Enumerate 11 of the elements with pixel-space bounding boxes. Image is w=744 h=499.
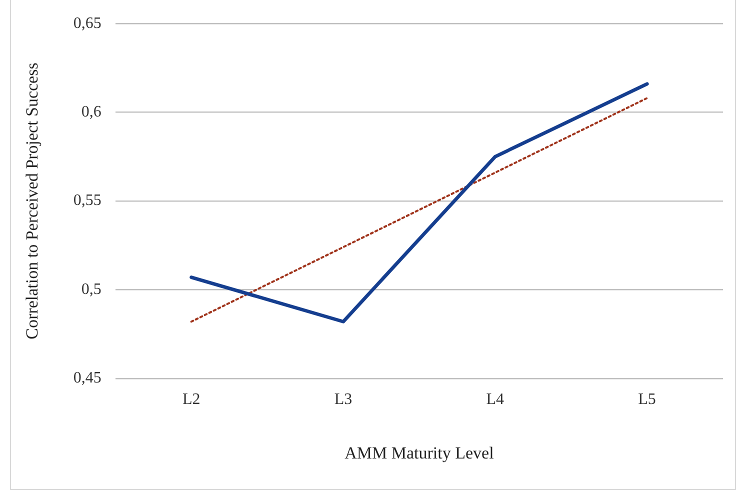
x-tick-label: L2 xyxy=(182,391,200,408)
y-tick-label: 0,6 xyxy=(81,104,102,121)
y-tick-label: 0,45 xyxy=(73,370,102,387)
x-tick-label: L3 xyxy=(334,391,352,408)
y-tick-label: 0,5 xyxy=(81,280,102,298)
y-axis-title: Correlation to Perceived Project Success xyxy=(22,62,42,340)
y-tick-label: 0,55 xyxy=(73,192,102,210)
x-tick-label: L5 xyxy=(638,391,656,408)
x-tick-label: L4 xyxy=(486,391,504,408)
y-tick-label: 0,65 xyxy=(73,14,102,32)
x-axis-title: AMM Maturity Level xyxy=(344,443,494,462)
